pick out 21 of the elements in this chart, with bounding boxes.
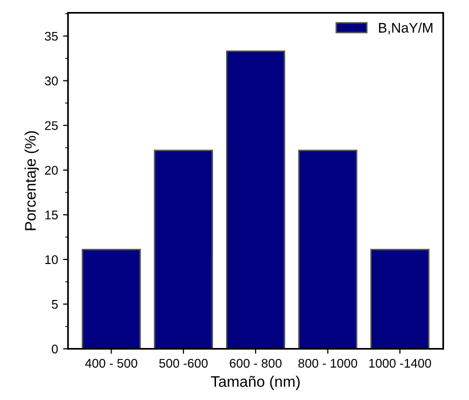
y-tick-label: 20 — [45, 166, 58, 175]
x-axis-title: Tamaño (nm) — [210, 376, 300, 390]
x-tick-label: 500 -600 — [159, 358, 208, 368]
y-tick-label: 35 — [44, 32, 58, 41]
bar — [370, 248, 430, 349]
bar — [226, 50, 286, 349]
y-tick-label: 5 — [52, 300, 58, 309]
x-tick-label: 800 - 1000 — [298, 358, 358, 368]
x-tick-label: 1000 -1400 — [369, 358, 432, 368]
y-tick-label: 30 — [44, 76, 58, 86]
y-tick-label: 0 — [52, 344, 58, 354]
legend-label: B,NaY/M — [379, 22, 432, 34]
y-tick-label: 10 — [45, 255, 58, 264]
x-tick-label: 600 - 800 — [230, 358, 282, 368]
bar — [298, 150, 358, 349]
bar — [154, 150, 214, 349]
x-tick-label: 400 - 500 — [85, 358, 138, 368]
bar — [82, 248, 141, 349]
y-axis-title: Porcentaje (%) — [24, 131, 39, 230]
y-tick-label: 15 — [45, 210, 58, 220]
y-tick-label: 25 — [45, 121, 58, 130]
